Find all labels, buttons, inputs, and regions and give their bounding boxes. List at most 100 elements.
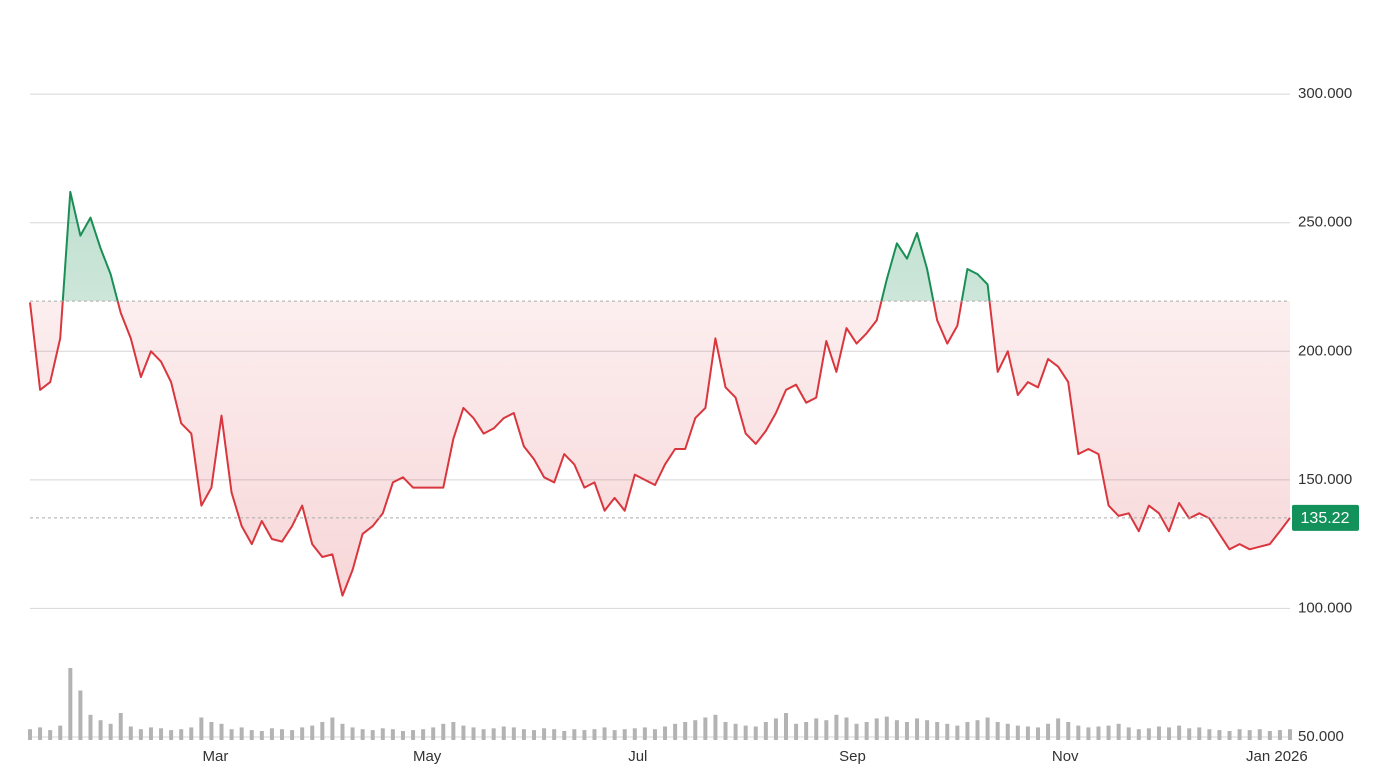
volume-bar (773, 718, 778, 740)
volume-bar (380, 728, 385, 740)
volume-bar (128, 726, 133, 740)
volume-bar (592, 729, 597, 740)
volume-bar (1207, 729, 1212, 740)
x-tick-label: May (413, 748, 442, 765)
volume-bar (300, 727, 305, 740)
volume-bar (1116, 723, 1121, 740)
volume-bar (1086, 727, 1091, 740)
y-tick-label: 100.000 (1298, 599, 1352, 616)
volume-bar (471, 727, 476, 740)
volume-bar (965, 722, 970, 740)
volume-bar (1146, 728, 1151, 740)
volume-bar (642, 727, 647, 740)
last-price-badge (1292, 504, 1359, 531)
volume-bar (753, 726, 758, 740)
volume-bar (1005, 723, 1010, 740)
volume-bar (219, 723, 224, 740)
volume-bar (330, 717, 335, 740)
volume-bar (1126, 727, 1131, 740)
area-above (62, 191, 990, 302)
volume-bar (622, 729, 627, 740)
above-group (61, 190, 991, 302)
volume-bar (1187, 728, 1192, 740)
volume-bar (995, 722, 1000, 740)
y-tick-label: 200.000 (1298, 342, 1352, 359)
volume-bar (602, 727, 607, 740)
x-tick-label: Jul (628, 748, 647, 765)
volume-bar (118, 713, 123, 740)
y-tick-label: 150.000 (1298, 471, 1352, 488)
volume-bar (1227, 731, 1232, 740)
last-price-label: 135.22 (1301, 510, 1350, 527)
volume-bar (784, 713, 788, 740)
volume-bar (360, 729, 365, 740)
volume-bar (48, 730, 53, 740)
volume-bar (108, 723, 113, 740)
volume-bar (88, 714, 93, 740)
volume-bar (159, 728, 164, 740)
volume-bar (521, 729, 526, 740)
volume-bar (138, 729, 143, 740)
volume-bar (814, 718, 819, 740)
volume-bar (390, 729, 395, 740)
x-tick-label: Jan 2026 (1246, 748, 1308, 765)
volume-bar (1217, 730, 1222, 740)
volume-bar (663, 726, 668, 740)
volume-bar (189, 727, 194, 740)
volume-bar (874, 718, 879, 740)
volume-bar (945, 723, 950, 740)
volume-bar (854, 723, 859, 740)
volume-bar (400, 731, 405, 740)
volume-bar (1237, 729, 1242, 740)
volume-bar (703, 717, 708, 740)
volume-bar (78, 690, 83, 740)
volume-bar (915, 718, 920, 740)
volume-bar (985, 717, 990, 740)
volume-bar (269, 728, 274, 740)
volume-bar (693, 720, 698, 740)
volume-bar (1247, 730, 1252, 740)
volume-bar (562, 731, 567, 740)
volume-bar (904, 722, 909, 740)
volume-bar (1036, 727, 1040, 740)
volume-bar (844, 717, 849, 740)
volume-bar (290, 730, 295, 740)
volume-bar (824, 720, 829, 740)
price-line-below (29, 301, 1291, 597)
volume-bar (1288, 729, 1292, 740)
volume-bar (451, 722, 456, 740)
volume-bar (572, 729, 577, 740)
volume-bar (935, 722, 940, 740)
volume-bar (1025, 726, 1030, 740)
volume-bar (864, 722, 869, 740)
volume-bar (98, 720, 103, 740)
volume-bar (632, 728, 637, 740)
volume-bar (673, 723, 678, 740)
volume-bar (975, 720, 980, 740)
volume-bar (582, 730, 587, 740)
volume-bar (320, 722, 325, 740)
volume-bar (955, 725, 960, 740)
volume-bar (612, 730, 617, 740)
volume-bar (743, 725, 748, 740)
volume-bar (894, 720, 899, 740)
volume-bar (491, 728, 496, 740)
volume-bar (713, 714, 718, 740)
volume-bar (1046, 723, 1051, 740)
volume-bar (683, 722, 688, 740)
volume-bar (723, 722, 728, 740)
below-group (29, 301, 1291, 597)
volume-bar (1267, 731, 1272, 740)
volume-bar (461, 725, 466, 740)
volume-bar (1015, 725, 1020, 740)
volume-bar (259, 731, 264, 740)
y-tick-label: 250.000 (1298, 214, 1352, 231)
volume-bar (441, 723, 446, 740)
volume-bar (1096, 726, 1101, 740)
volume-bar (280, 729, 284, 740)
volume-bar (1177, 725, 1182, 740)
volume-bar (229, 729, 234, 740)
volume-bar (1257, 729, 1262, 740)
